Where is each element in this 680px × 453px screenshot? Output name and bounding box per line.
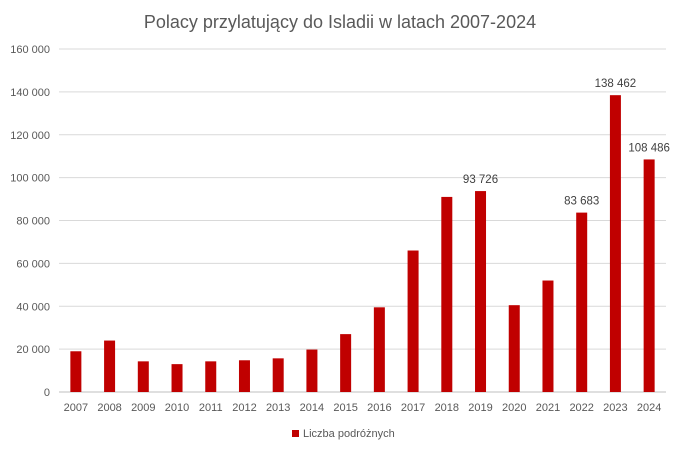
bar-2015 xyxy=(340,334,352,392)
x-tick-label: 2022 xyxy=(569,402,593,414)
x-tick-label: 2010 xyxy=(165,402,189,414)
bar-2018 xyxy=(441,196,453,392)
y-axis-ticks: 0 20 000 40 000 60 000 80 000 100 000 120 000 1… xyxy=(10,44,50,399)
x-tick-label: 2023 xyxy=(603,402,627,414)
data-label-2022: 83 683 xyxy=(564,196,599,208)
gridlines xyxy=(59,48,666,393)
bars xyxy=(70,95,655,392)
x-tick-label: 2018 xyxy=(435,402,459,414)
x-tick-label: 2017 xyxy=(401,402,425,414)
y-tick-label: 20 000 xyxy=(16,344,50,356)
bar-2022 xyxy=(576,212,588,392)
bar-2012 xyxy=(238,360,250,392)
bar-2014 xyxy=(306,349,318,392)
bar-2023 xyxy=(609,95,621,392)
y-tick-label: 100 000 xyxy=(10,173,50,185)
x-axis-ticks: 2007 2008 2009 2010 2011 2012 2013 2014 2015 2016… xyxy=(64,402,662,414)
bar-2010 xyxy=(171,364,183,392)
x-tick-label: 2020 xyxy=(502,402,526,414)
data-label-2024: 108 486 xyxy=(628,142,670,154)
chart-title: Polacy przylatujący do Isladii w latach … xyxy=(144,12,536,32)
bar-2017 xyxy=(407,250,419,392)
bar-2019 xyxy=(475,191,487,392)
x-tick-label: 2014 xyxy=(300,402,324,414)
y-tick-label: 120 000 xyxy=(10,130,50,142)
data-label-2019: 93 726 xyxy=(463,174,498,186)
x-tick-label: 2019 xyxy=(468,402,492,414)
y-tick-label: 40 000 xyxy=(16,301,50,313)
x-tick-label: 2011 xyxy=(199,402,223,414)
data-label-2023: 138 462 xyxy=(595,78,637,90)
x-tick-label: 2013 xyxy=(266,402,290,414)
x-tick-label: 2015 xyxy=(333,402,357,414)
legend-label: Liczba podróżnych xyxy=(303,428,395,440)
bar-2020 xyxy=(508,305,520,392)
bar-2024 xyxy=(643,159,655,392)
bar-2016 xyxy=(373,307,385,392)
x-tick-label: 2008 xyxy=(97,402,121,414)
x-tick-label: 2007 xyxy=(64,402,88,414)
y-tick-label: 0 xyxy=(44,387,50,399)
data-labels: 93 726 83 683 138 462 108 486 xyxy=(463,78,670,207)
y-tick-label: 80 000 xyxy=(16,216,50,228)
bar-2011 xyxy=(205,361,217,392)
bar-2007 xyxy=(70,351,82,392)
bar-2009 xyxy=(137,361,149,392)
y-tick-label: 160 000 xyxy=(10,44,50,56)
x-tick-label: 2016 xyxy=(367,402,391,414)
x-tick-label: 2024 xyxy=(637,402,661,414)
x-tick-label: 2012 xyxy=(232,402,256,414)
x-tick-label: 2021 xyxy=(536,402,560,414)
legend: Liczba podróżnych xyxy=(292,428,395,440)
x-tick-label: 2009 xyxy=(131,402,155,414)
y-tick-label: 60 000 xyxy=(16,258,50,270)
y-tick-label: 140 000 xyxy=(10,87,50,99)
bar-2021 xyxy=(542,280,554,392)
bar-2013 xyxy=(272,358,284,392)
bar-2008 xyxy=(104,340,116,392)
legend-swatch xyxy=(292,430,299,437)
